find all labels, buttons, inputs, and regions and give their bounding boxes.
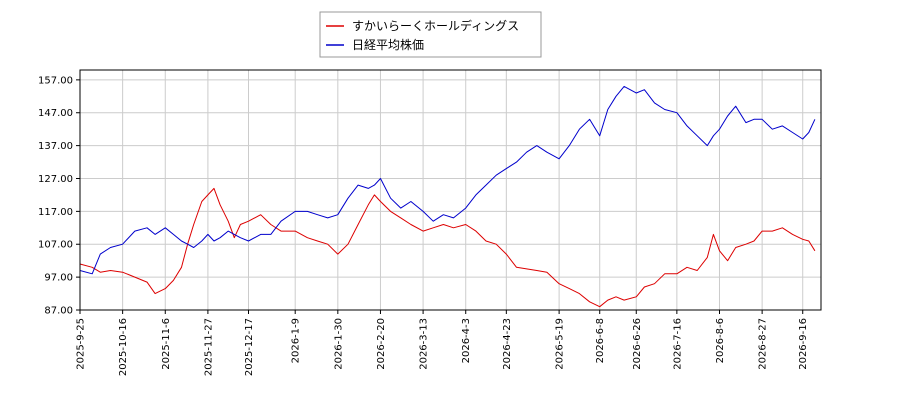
x-tick-label: 2026-3-13 <box>419 318 430 370</box>
y-tick-label: 107.00 <box>38 240 73 251</box>
series-line-0 <box>79 187 816 308</box>
x-tick-label: 2025-12-17 <box>244 318 255 376</box>
x-tick-label: 2026-4-3 <box>461 318 472 363</box>
x-tick-label: 2026-1-9 <box>291 318 302 363</box>
x-tick-label: 2026-1-30 <box>333 318 344 370</box>
x-tick-label: 2025-9-25 <box>76 318 87 370</box>
x-tick-label: 2025-10-16 <box>118 318 129 376</box>
y-tick-label: 97.00 <box>44 273 73 284</box>
x-tick-label: 2025-11-27 <box>203 318 214 376</box>
y-tick-label: 157.00 <box>38 75 73 86</box>
y-tick-label: 127.00 <box>38 174 73 185</box>
x-tick-label: 2025-11-6 <box>161 318 172 370</box>
series-lines <box>79 85 816 308</box>
y-tick-label: 117.00 <box>38 207 73 218</box>
x-tick-label: 2026-8-6 <box>715 318 726 363</box>
x-axis: 2025-9-25 2025-10-16 2025-11-6 2025-11-27 20… <box>76 310 809 376</box>
legend-label-nikkei: 日経平均株価 <box>352 37 424 52</box>
x-tick-label: 2026-9-16 <box>798 318 809 370</box>
plot-frame <box>79 69 822 311</box>
series-line-1 <box>79 85 816 275</box>
x-tick-label: 2026-6-26 <box>632 318 643 370</box>
legend-label-skylark: すかいらーくホールディングス <box>352 18 519 33</box>
x-tick-label: 2026-8-27 <box>758 318 769 370</box>
x-tick-label: 2026-4-23 <box>502 318 513 370</box>
legend: すかいらーくホールディングス 日経平均株価 <box>319 11 542 58</box>
y-tick-label: 87.00 <box>44 306 73 317</box>
x-tick-label: 2026-7-16 <box>672 318 683 370</box>
x-tick-label: 2026-6-8 <box>595 318 606 363</box>
y-tick-label: 137.00 <box>38 141 73 152</box>
x-tick-label: 2026-2-20 <box>376 318 387 370</box>
x-tick-label: 2026-5-19 <box>555 318 566 370</box>
y-axis: 87.00 97.00 107.00 117.00 127.00 137.00 147.00… <box>38 75 80 317</box>
y-tick-label: 147.00 <box>38 108 73 119</box>
legend-box <box>319 11 542 58</box>
